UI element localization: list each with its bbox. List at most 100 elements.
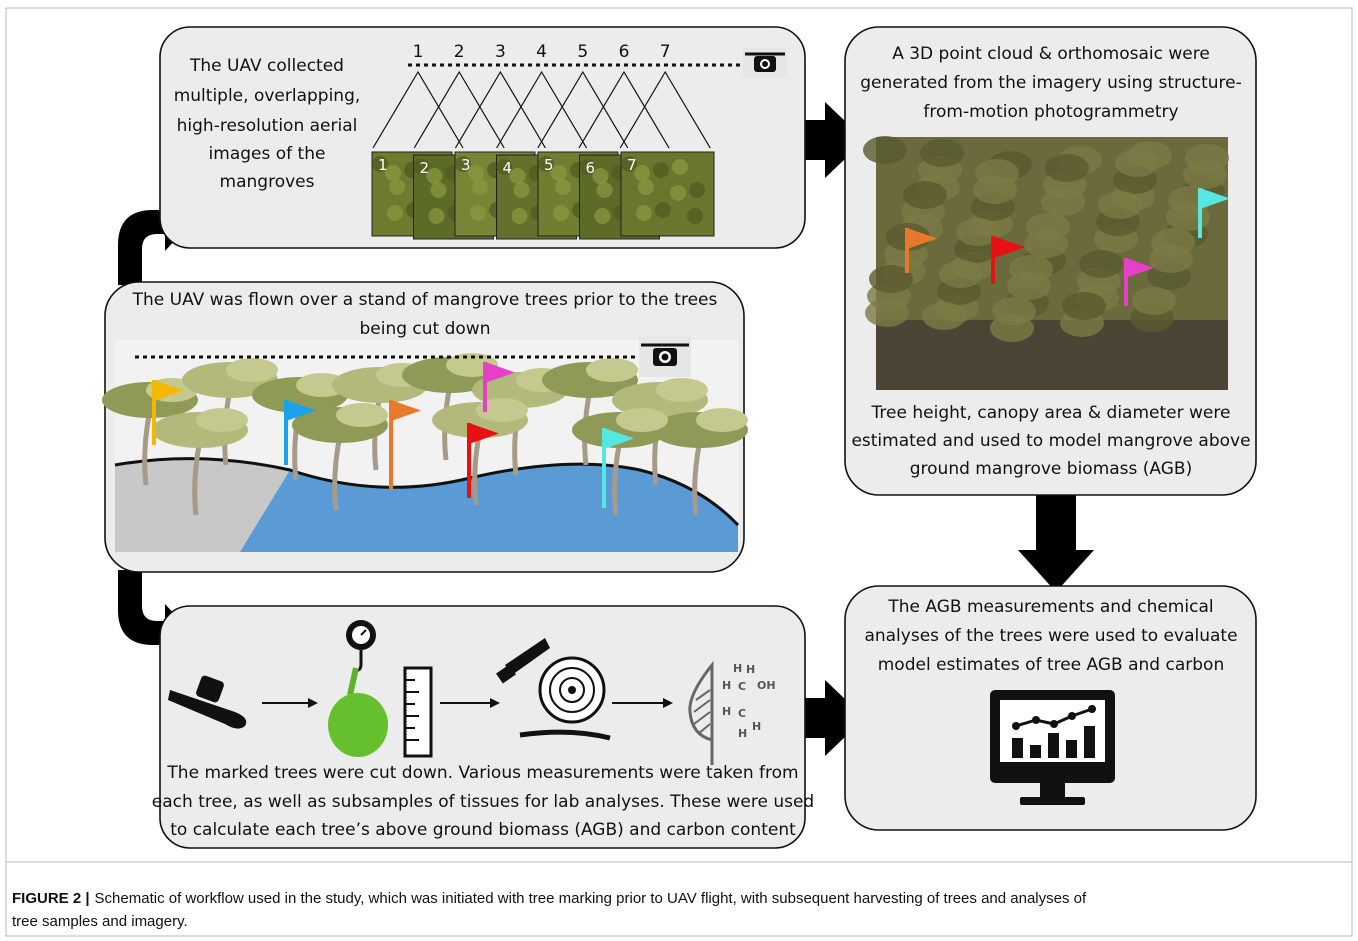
image-number: 2 <box>420 159 430 177</box>
canopy <box>196 408 248 432</box>
caption-label: FIGURE 2 | <box>12 890 90 907</box>
saw-log-icon-part <box>568 686 576 694</box>
canopy <box>655 202 671 218</box>
canopy <box>1009 255 1053 283</box>
canopy <box>586 358 638 382</box>
monitor-icon-part <box>1012 738 1023 758</box>
scale-icon-part <box>328 693 388 757</box>
drone-icon <box>743 48 787 78</box>
canopy <box>553 205 569 221</box>
canopy <box>687 208 703 224</box>
drone-icon <box>639 337 691 377</box>
atom-label: H <box>722 679 731 692</box>
box-text-line: The marked trees were cut down. Various … <box>166 763 798 783</box>
canopy <box>555 179 571 195</box>
atom-label: C <box>738 707 746 720</box>
canopy <box>922 302 966 330</box>
canopy <box>595 208 611 224</box>
canopy <box>1045 154 1089 182</box>
monitor-icon-part <box>1048 733 1059 758</box>
box-text-line: The UAV was flown over a stand of mangro… <box>132 290 718 310</box>
image-number: 6 <box>586 159 596 177</box>
monitor-icon-part <box>1030 745 1041 758</box>
canopy <box>656 378 708 402</box>
atom-label: H <box>752 720 761 733</box>
monitor-icon-part <box>1088 705 1096 713</box>
canopy <box>975 159 1019 187</box>
box-text-line: multiple, overlapping, <box>174 86 361 106</box>
monitor-icon-part <box>1032 716 1040 724</box>
atom-label: C <box>738 680 746 693</box>
canopy <box>512 208 528 224</box>
image-number: 5 <box>544 156 554 174</box>
box-text-line: The AGB measurements and chemical <box>887 597 1213 617</box>
canopy <box>470 205 486 221</box>
canopy <box>1185 144 1229 172</box>
flight-number: 6 <box>619 42 630 62</box>
caption: FIGURE 2 |Schematic of workflow used in … <box>12 890 1087 907</box>
canopy <box>389 179 405 195</box>
monitor-icon-part <box>1068 712 1076 720</box>
canopy <box>863 136 907 164</box>
flight-number: 3 <box>495 42 506 62</box>
canopy <box>1026 213 1070 241</box>
canopy <box>514 182 530 198</box>
box-text-line: ground mangrove biomass (AGB) <box>910 459 1192 479</box>
image-number: 1 <box>378 156 388 174</box>
box-text-line: Tree height, canopy area & diameter were <box>871 403 1231 423</box>
box-text-line: The UAV collected <box>189 56 344 76</box>
canopy <box>429 208 445 224</box>
canopy <box>1062 292 1106 320</box>
box-text-line: generated from the imagery using structu… <box>860 73 1242 93</box>
box-text-line: analyses of the trees were used to evalu… <box>864 626 1237 646</box>
box-text-line: images of the <box>209 144 326 164</box>
canopy <box>992 297 1036 325</box>
point-cloud-image-part <box>876 320 1228 390</box>
canopy <box>672 159 688 175</box>
canopy <box>1132 287 1176 315</box>
canopy <box>903 181 947 209</box>
canopy <box>638 179 654 195</box>
canopy <box>636 205 652 221</box>
box-text-line: model estimates of tree AGB and carbon <box>878 655 1224 675</box>
flight-number: 4 <box>536 42 547 62</box>
atom-label: OH <box>757 679 776 692</box>
box-text-line: high-resolution aerial <box>177 116 358 136</box>
figure: The UAV collected multiple, overlapping,… <box>0 0 1358 941</box>
canopy <box>597 182 613 198</box>
monitor-icon-part <box>1012 722 1020 730</box>
atom-label: H <box>746 663 755 676</box>
atom-label: H <box>738 727 747 740</box>
image-number: 4 <box>503 159 513 177</box>
canopy <box>431 182 447 198</box>
box-text-line: to calculate each tree’s above ground bi… <box>170 820 796 840</box>
box-text-line: mangroves <box>220 172 315 192</box>
flight-number: 1 <box>413 42 424 62</box>
drone-icon-part <box>762 61 768 67</box>
atom-label: H <box>722 705 731 718</box>
atom-label: H <box>733 662 742 675</box>
canopy <box>939 260 983 288</box>
box-text-line: A 3D point cloud & orthomosaic were <box>892 44 1210 64</box>
arrow-down <box>1018 495 1094 592</box>
canopy <box>472 179 488 195</box>
canopy <box>226 358 278 382</box>
monitor-icon-part <box>1020 797 1085 805</box>
canopy <box>1079 250 1123 278</box>
point-cloud-image <box>863 136 1230 390</box>
image-number: 3 <box>461 156 471 174</box>
drone-icon-part <box>662 354 669 361</box>
canopy <box>1151 228 1195 256</box>
flight-number: 2 <box>454 42 465 62</box>
box-text-line: estimated and used to model mangrove abo… <box>851 431 1250 451</box>
box-text-line: being cut down <box>359 319 490 339</box>
ruler-icon <box>405 668 431 756</box>
canopy <box>336 403 388 427</box>
ruler-icon-part <box>405 668 431 756</box>
monitor-icon-part <box>1040 783 1065 797</box>
canopy <box>387 205 403 221</box>
canopy <box>1098 191 1142 219</box>
caption-text: tree samples and imagery. <box>12 913 188 930</box>
box-text-line: from-motion photogrammetry <box>923 102 1178 122</box>
image-number: 7 <box>627 156 637 174</box>
